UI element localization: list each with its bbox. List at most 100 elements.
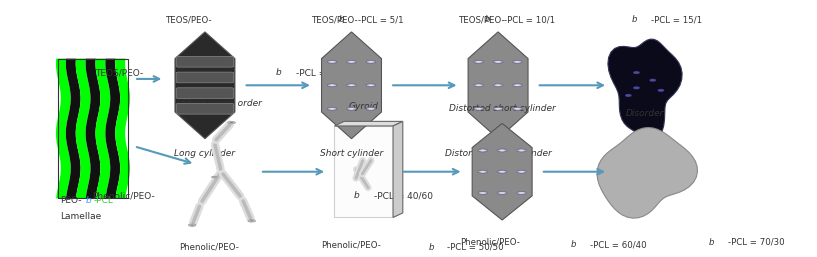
Circle shape bbox=[634, 72, 639, 74]
Text: b: b bbox=[632, 15, 637, 24]
Circle shape bbox=[516, 191, 526, 195]
Circle shape bbox=[474, 60, 484, 63]
Text: b: b bbox=[354, 191, 359, 200]
Text: Short-range order: Short-range order bbox=[181, 99, 261, 108]
Polygon shape bbox=[472, 123, 532, 220]
Polygon shape bbox=[56, 59, 71, 198]
Text: -PCL = 15/1: -PCL = 15/1 bbox=[651, 15, 702, 24]
Text: Phenolic/PEO-: Phenolic/PEO- bbox=[321, 240, 382, 249]
Text: Distorted short cylinder: Distorted short cylinder bbox=[449, 104, 556, 113]
Polygon shape bbox=[608, 39, 682, 141]
FancyBboxPatch shape bbox=[176, 57, 234, 67]
Circle shape bbox=[626, 95, 631, 96]
Circle shape bbox=[330, 108, 334, 109]
Circle shape bbox=[250, 220, 253, 222]
Circle shape bbox=[500, 171, 505, 172]
Text: -PCL = 1/1: -PCL = 1/1 bbox=[296, 68, 344, 77]
Text: b: b bbox=[571, 240, 576, 249]
Circle shape bbox=[474, 107, 484, 110]
Circle shape bbox=[516, 149, 526, 152]
Circle shape bbox=[366, 107, 376, 110]
Circle shape bbox=[515, 108, 520, 109]
Text: TEOS/PEO-: TEOS/PEO- bbox=[459, 15, 506, 24]
Circle shape bbox=[368, 61, 373, 62]
Text: Phenolic/PEO-: Phenolic/PEO- bbox=[179, 243, 239, 252]
Circle shape bbox=[212, 176, 217, 178]
Text: -PCL: -PCL bbox=[93, 196, 114, 205]
Circle shape bbox=[328, 84, 337, 87]
Circle shape bbox=[368, 85, 373, 86]
Circle shape bbox=[480, 171, 485, 172]
Circle shape bbox=[328, 60, 337, 63]
Text: Gyroid: Gyroid bbox=[349, 102, 378, 111]
Polygon shape bbox=[96, 59, 110, 198]
Circle shape bbox=[366, 60, 376, 63]
Bar bbox=[334, 126, 393, 217]
Circle shape bbox=[498, 191, 507, 195]
Circle shape bbox=[512, 60, 522, 63]
Text: b: b bbox=[86, 196, 92, 205]
Text: TEOS/PEO-: TEOS/PEO- bbox=[166, 15, 212, 24]
Circle shape bbox=[496, 108, 501, 109]
Text: b: b bbox=[276, 68, 282, 77]
Circle shape bbox=[349, 108, 354, 109]
Text: TEOS/PEO-: TEOS/PEO- bbox=[95, 68, 143, 77]
Circle shape bbox=[476, 108, 481, 109]
Text: b: b bbox=[709, 238, 715, 247]
Polygon shape bbox=[115, 59, 130, 198]
Circle shape bbox=[659, 89, 663, 91]
Text: b: b bbox=[485, 15, 490, 24]
Circle shape bbox=[346, 60, 356, 63]
Text: -PCL = 5/1: -PCL = 5/1 bbox=[358, 15, 404, 24]
Text: -PCL = 10/1: -PCL = 10/1 bbox=[504, 15, 556, 24]
Circle shape bbox=[519, 192, 524, 194]
Bar bbox=[58, 59, 127, 198]
Circle shape bbox=[330, 85, 334, 86]
Text: -PCL = 60/40: -PCL = 60/40 bbox=[590, 240, 646, 249]
Circle shape bbox=[496, 61, 501, 62]
Text: Disorder: Disorder bbox=[626, 109, 663, 118]
Circle shape bbox=[498, 149, 507, 152]
Circle shape bbox=[498, 170, 507, 173]
Circle shape bbox=[512, 107, 522, 110]
FancyBboxPatch shape bbox=[176, 88, 234, 98]
FancyBboxPatch shape bbox=[176, 72, 234, 83]
Text: Phenolic/PEO-: Phenolic/PEO- bbox=[92, 191, 155, 200]
Circle shape bbox=[650, 79, 655, 81]
Circle shape bbox=[493, 60, 503, 63]
Polygon shape bbox=[86, 59, 100, 198]
Text: -PCL = 70/30: -PCL = 70/30 bbox=[729, 238, 785, 247]
Text: Phenolic/PEO-: Phenolic/PEO- bbox=[460, 238, 520, 247]
Polygon shape bbox=[468, 32, 528, 139]
Circle shape bbox=[190, 225, 194, 226]
Text: TEOS/PEO-: TEOS/PEO- bbox=[312, 15, 359, 24]
Text: Disorder: Disorder bbox=[626, 144, 663, 153]
Text: Long cylinder: Long cylinder bbox=[175, 149, 235, 158]
Text: PEO-: PEO- bbox=[60, 196, 82, 205]
Circle shape bbox=[248, 220, 256, 222]
Circle shape bbox=[500, 150, 505, 151]
Circle shape bbox=[328, 107, 337, 110]
Circle shape bbox=[213, 177, 216, 178]
Text: Short cylinder: Short cylinder bbox=[320, 149, 383, 158]
Polygon shape bbox=[597, 127, 698, 218]
Circle shape bbox=[519, 171, 524, 172]
Circle shape bbox=[478, 149, 488, 152]
Polygon shape bbox=[334, 121, 403, 126]
Circle shape bbox=[366, 84, 376, 87]
Circle shape bbox=[368, 108, 373, 109]
Circle shape bbox=[476, 61, 481, 62]
Circle shape bbox=[349, 85, 354, 86]
Circle shape bbox=[478, 170, 488, 173]
Circle shape bbox=[480, 150, 485, 151]
Circle shape bbox=[189, 224, 196, 226]
Text: -PCL = 40/60: -PCL = 40/60 bbox=[374, 191, 433, 200]
Circle shape bbox=[478, 191, 488, 195]
Circle shape bbox=[228, 121, 235, 124]
Circle shape bbox=[480, 192, 485, 194]
Circle shape bbox=[516, 170, 526, 173]
Text: Lamellae: Lamellae bbox=[60, 212, 101, 221]
Circle shape bbox=[493, 107, 503, 110]
Circle shape bbox=[330, 61, 334, 62]
Polygon shape bbox=[393, 121, 403, 217]
